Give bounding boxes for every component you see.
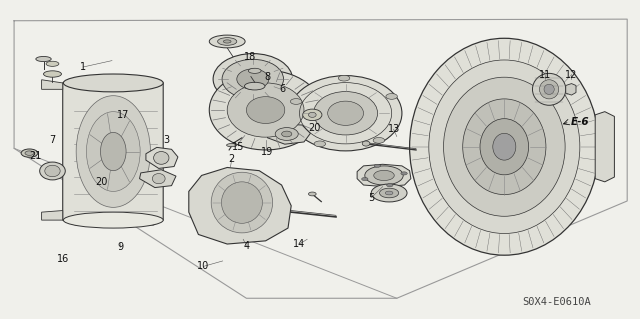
Ellipse shape — [540, 80, 559, 99]
Ellipse shape — [544, 84, 554, 94]
Ellipse shape — [36, 56, 51, 62]
Text: 4: 4 — [243, 241, 250, 251]
Ellipse shape — [380, 188, 399, 198]
Text: 3: 3 — [163, 135, 170, 145]
Ellipse shape — [328, 101, 364, 125]
Polygon shape — [566, 84, 576, 95]
Ellipse shape — [365, 166, 403, 185]
Circle shape — [401, 172, 407, 175]
Text: 6: 6 — [280, 84, 286, 94]
Ellipse shape — [385, 191, 393, 195]
Ellipse shape — [314, 92, 378, 135]
Ellipse shape — [374, 170, 394, 181]
Ellipse shape — [493, 133, 516, 160]
Polygon shape — [189, 167, 291, 244]
Polygon shape — [42, 211, 63, 220]
Ellipse shape — [308, 192, 316, 196]
Text: 5: 5 — [368, 193, 374, 203]
Circle shape — [291, 99, 302, 104]
Circle shape — [339, 75, 350, 81]
Polygon shape — [595, 112, 614, 182]
Circle shape — [314, 141, 326, 147]
Text: S0X4-E0610A: S0X4-E0610A — [522, 297, 591, 307]
Ellipse shape — [282, 131, 292, 137]
Polygon shape — [42, 80, 63, 89]
Ellipse shape — [275, 128, 298, 140]
Polygon shape — [63, 78, 163, 225]
Circle shape — [25, 151, 34, 155]
Ellipse shape — [209, 35, 245, 48]
Ellipse shape — [410, 38, 599, 255]
Ellipse shape — [154, 152, 169, 164]
Text: 13: 13 — [387, 124, 400, 134]
Ellipse shape — [211, 172, 273, 233]
Ellipse shape — [444, 77, 565, 216]
Ellipse shape — [289, 76, 402, 151]
Text: 21: 21 — [29, 151, 42, 161]
Ellipse shape — [237, 69, 269, 89]
Ellipse shape — [152, 174, 165, 184]
Ellipse shape — [248, 68, 261, 73]
Ellipse shape — [100, 132, 126, 171]
Text: 2: 2 — [228, 154, 235, 165]
Text: 8: 8 — [264, 71, 271, 82]
Polygon shape — [140, 170, 176, 188]
Text: 9: 9 — [117, 242, 124, 252]
Circle shape — [374, 164, 381, 167]
Text: 17: 17 — [116, 110, 129, 121]
Polygon shape — [146, 147, 178, 168]
Ellipse shape — [532, 73, 566, 105]
Text: 19: 19 — [261, 146, 274, 157]
Text: 7: 7 — [49, 135, 56, 145]
Text: 18: 18 — [243, 52, 256, 63]
Ellipse shape — [480, 119, 529, 175]
Ellipse shape — [221, 182, 262, 223]
Text: E-6: E-6 — [571, 117, 589, 127]
Circle shape — [21, 149, 38, 157]
Ellipse shape — [227, 83, 304, 137]
Ellipse shape — [246, 97, 285, 123]
Ellipse shape — [223, 40, 231, 43]
Ellipse shape — [244, 82, 265, 90]
Ellipse shape — [45, 165, 60, 177]
Ellipse shape — [86, 112, 140, 191]
Ellipse shape — [218, 38, 237, 45]
Text: 16: 16 — [56, 254, 69, 264]
Text: 15: 15 — [232, 142, 244, 152]
Ellipse shape — [44, 71, 61, 77]
Ellipse shape — [463, 99, 546, 195]
Ellipse shape — [76, 96, 150, 207]
Text: 20: 20 — [308, 123, 321, 133]
Text: 20: 20 — [95, 177, 108, 188]
Text: 12: 12 — [564, 70, 577, 80]
Circle shape — [362, 177, 368, 181]
Ellipse shape — [227, 144, 237, 147]
Text: 10: 10 — [197, 261, 210, 271]
Ellipse shape — [362, 141, 370, 146]
Ellipse shape — [303, 109, 322, 121]
Ellipse shape — [209, 70, 322, 150]
Circle shape — [386, 93, 397, 99]
Polygon shape — [357, 164, 411, 187]
Text: 14: 14 — [293, 239, 306, 249]
Ellipse shape — [63, 74, 163, 92]
Ellipse shape — [371, 184, 407, 202]
Ellipse shape — [308, 112, 316, 117]
Ellipse shape — [46, 61, 59, 66]
Polygon shape — [268, 124, 310, 144]
Circle shape — [373, 137, 385, 143]
Ellipse shape — [63, 212, 163, 228]
Circle shape — [387, 184, 393, 187]
Text: 11: 11 — [539, 70, 552, 80]
Ellipse shape — [429, 60, 580, 234]
Ellipse shape — [222, 59, 284, 99]
Text: 1: 1 — [80, 62, 86, 72]
Ellipse shape — [40, 162, 65, 180]
Ellipse shape — [213, 54, 292, 105]
